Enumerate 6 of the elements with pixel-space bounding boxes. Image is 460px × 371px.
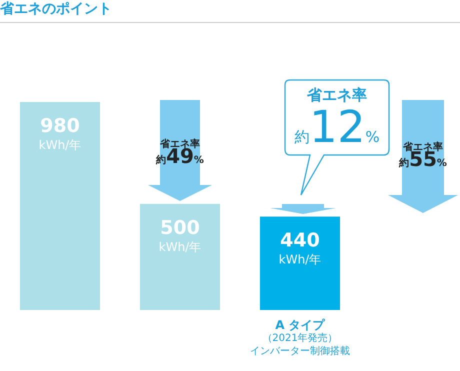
- annotation: 省エネ率: [307, 86, 367, 104]
- chart-title: 省エネのポイント: [0, 0, 112, 18]
- data-label: 980 kWh/年: [38, 115, 82, 152]
- data-label: 500 kWh/年: [158, 216, 202, 254]
- x-tick-label: A タイプ（2021年発売）インバーター制御搭載: [250, 318, 350, 358]
- data-label: 440 kWh/年: [278, 230, 322, 267]
